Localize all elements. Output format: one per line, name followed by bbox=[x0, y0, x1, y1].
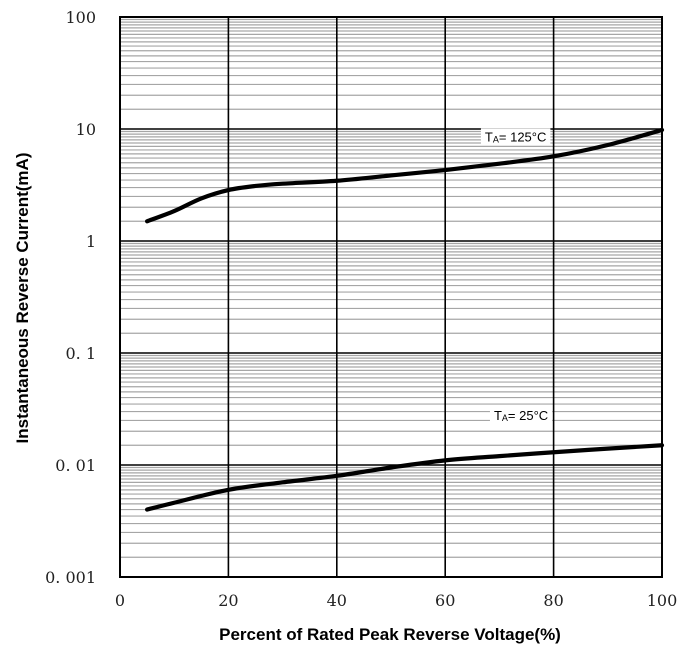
series-2-line bbox=[145, 443, 665, 512]
series-1-label: TA= 125°C bbox=[480, 128, 551, 146]
y-tick-label: 10 bbox=[76, 120, 96, 139]
x-tick-label: 80 bbox=[543, 591, 563, 610]
y-axis-ticks: 0. 001 0. 01 0. 1 1 10 100 bbox=[45, 8, 96, 587]
minor-gridlines bbox=[120, 18, 662, 558]
label-main: T bbox=[485, 129, 493, 144]
y-tick-label: 0. 01 bbox=[55, 456, 96, 475]
y-tick-label: 0. 1 bbox=[65, 344, 96, 363]
x-axis-ticks: 0 20 40 60 80 100 bbox=[115, 591, 677, 610]
label-text: TA= 125°C bbox=[485, 129, 546, 144]
curve-labels: TA= 125°CTA= 25°C bbox=[480, 128, 553, 424]
x-tick-label: 20 bbox=[218, 591, 238, 610]
label-rest: = 25°C bbox=[508, 408, 548, 423]
major-gridlines bbox=[120, 17, 662, 577]
plot-frame bbox=[119, 16, 663, 578]
x-tick-label: 60 bbox=[435, 591, 455, 610]
x-tick-label: 0 bbox=[115, 591, 125, 610]
series-2-label: TA= 25°C bbox=[489, 406, 553, 424]
y-axis-title: Instantaneous Reverse Current(mA) bbox=[13, 153, 32, 444]
y-tick-label: 0. 001 bbox=[45, 568, 96, 587]
data-curves bbox=[145, 127, 665, 512]
label-rest: = 125°C bbox=[499, 129, 546, 144]
x-axis-title: Percent of Rated Peak Reverse Voltage(%) bbox=[219, 625, 561, 644]
x-tick-label: 40 bbox=[327, 591, 347, 610]
label-subscript: A bbox=[493, 134, 499, 144]
series-1-line bbox=[145, 127, 665, 224]
label-background bbox=[489, 406, 553, 424]
label-background bbox=[480, 128, 551, 146]
y-tick-label: 1 bbox=[86, 232, 96, 251]
label-main: T bbox=[494, 408, 502, 423]
label-text: TA= 25°C bbox=[494, 408, 548, 423]
label-subscript: A bbox=[502, 413, 508, 423]
x-tick-label: 100 bbox=[647, 591, 678, 610]
y-tick-label: 100 bbox=[65, 8, 96, 27]
